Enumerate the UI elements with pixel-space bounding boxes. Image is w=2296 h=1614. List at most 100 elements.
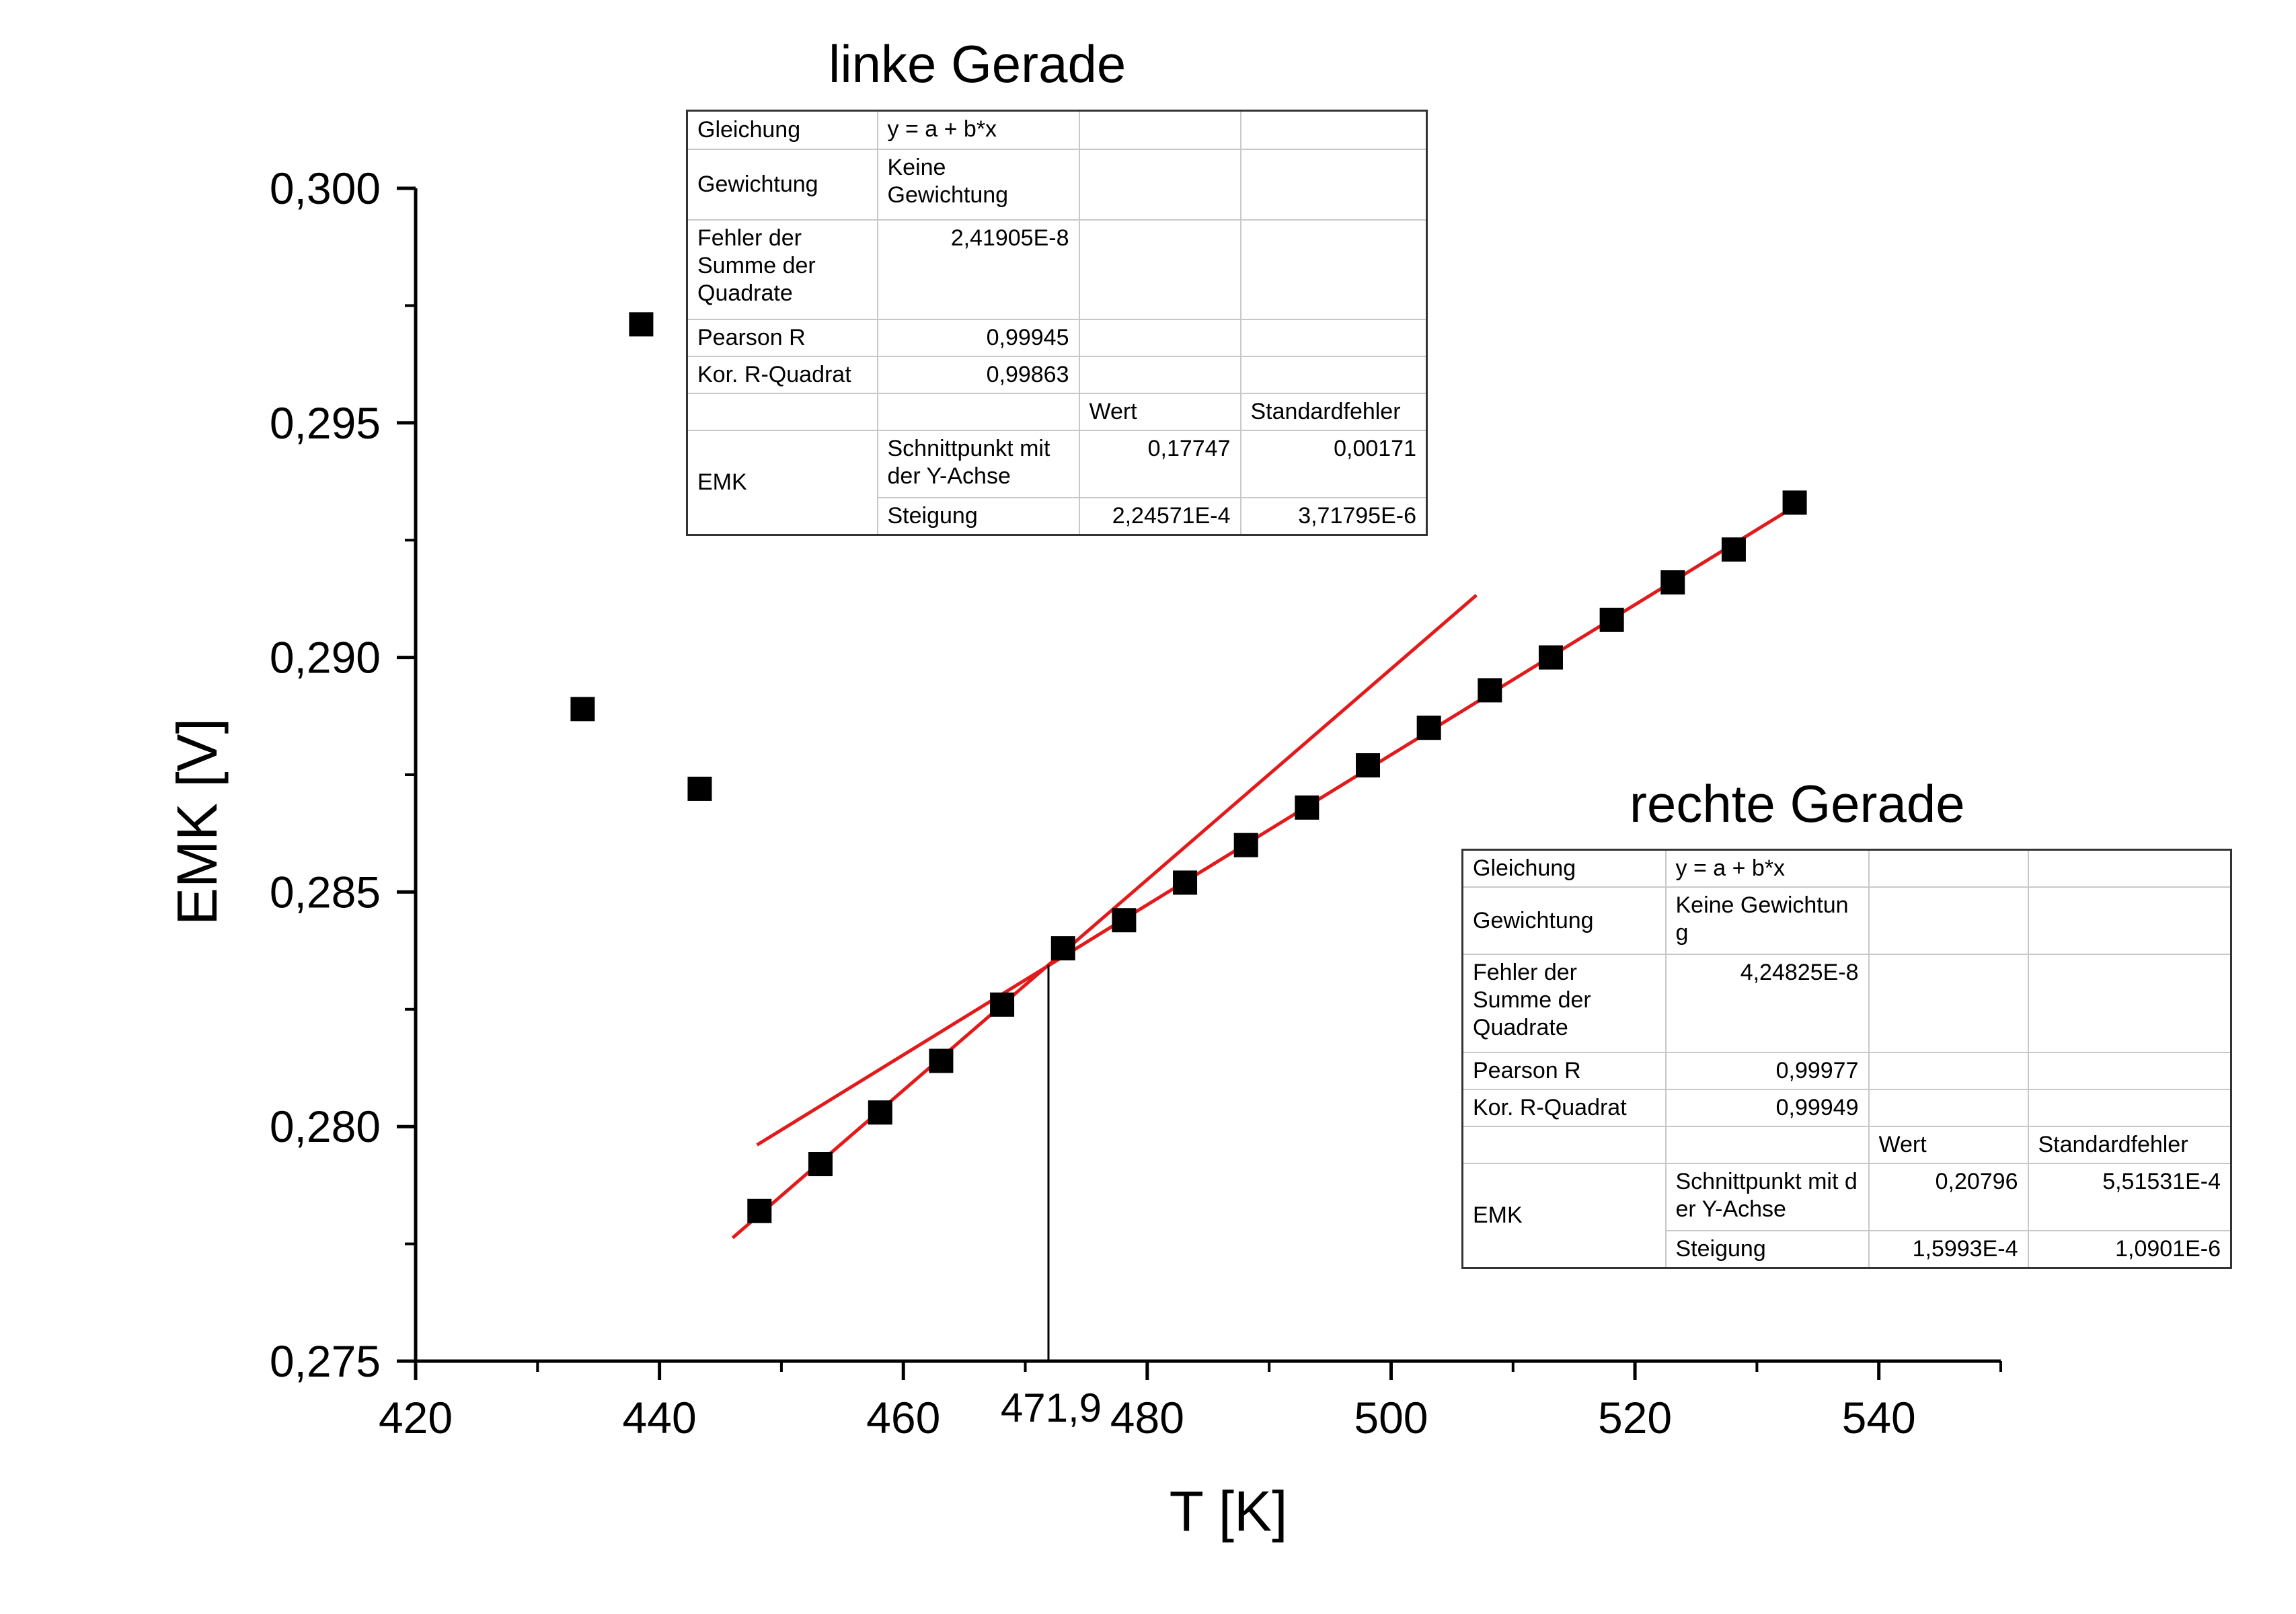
- cell: [1868, 1052, 2029, 1090]
- cell: Keine Gewichtun g: [1664, 886, 1870, 955]
- x-tick-label: 460: [866, 1393, 940, 1443]
- cell: 4,24825E-8: [1664, 954, 1870, 1053]
- cell: [2027, 886, 2232, 955]
- cell: [1868, 849, 2029, 888]
- row-label: Kor. R-Quadrat: [1461, 1089, 1667, 1127]
- cell: 0,20796: [1868, 1163, 2029, 1231]
- cell: 0,17747: [1078, 429, 1241, 498]
- cell: [1078, 355, 1241, 394]
- cell: 0,99949: [1664, 1089, 1870, 1127]
- cell: [2027, 849, 2232, 888]
- table-row: EMK Schnittpunkt mit d er Y-Achse 0,2079…: [1461, 1163, 2232, 1269]
- data-point: [868, 1100, 892, 1125]
- y-axis-title: EMK [V]: [165, 718, 229, 925]
- row-label: Gleichung: [1461, 849, 1667, 888]
- table-row: Kor. R-Quadrat 0,99863: [686, 355, 1428, 394]
- cell: 0,99977: [1664, 1052, 1870, 1090]
- table-row: Pearson R 0,99977: [1461, 1052, 2232, 1090]
- data-point: [747, 1198, 772, 1223]
- fit-line-left: [731, 594, 1478, 1239]
- table-row: Kor. R-Quadrat 0,99949: [1461, 1089, 2232, 1127]
- data-point: [1416, 716, 1441, 740]
- cell: [1868, 1089, 2029, 1127]
- left-fit-title: linke Gerade: [829, 34, 1126, 93]
- column-header: Wert: [1868, 1126, 2029, 1164]
- row-label: Schnittpunkt mit d er Y-Achse: [1664, 1163, 1870, 1231]
- group-label: EMK: [686, 429, 878, 535]
- left-fit-table: Gleichung y = a + b*x Gewichtung Keine G…: [686, 110, 1428, 536]
- row-label: Pearson R: [686, 318, 878, 357]
- y-tick-label: 0,295: [270, 398, 381, 448]
- right-fit-table: Gleichung y = a + b*x Gewichtung Keine G…: [1461, 849, 2232, 1269]
- table-row: Fehler der Summe der Quadrate 2,41905E-8: [686, 219, 1428, 320]
- cell: [1461, 1126, 1667, 1164]
- table-row: Steigung 2,24571E-4 3,71795E-6: [687, 496, 1428, 535]
- cell: 5,51531E-4: [2027, 1163, 2232, 1231]
- table-row: Gewichtung Keine Gewichtung: [686, 148, 1428, 221]
- data-point: [1295, 795, 1319, 820]
- cell: [1078, 110, 1241, 150]
- cell: 2,41905E-8: [876, 219, 1080, 320]
- data-point: [1782, 490, 1807, 515]
- table-row: Wert Standardfehler: [1461, 1126, 2232, 1164]
- data-point: [990, 992, 1015, 1017]
- y-tick-label: 0,280: [270, 1102, 381, 1151]
- cell: [1239, 318, 1428, 357]
- data-point: [687, 776, 712, 801]
- cell: [1239, 219, 1428, 320]
- data-points: [570, 312, 1807, 1223]
- cell: [1078, 148, 1241, 221]
- cell: [1868, 954, 2029, 1053]
- cell: [1078, 318, 1241, 357]
- intersection-label: 471,9: [1001, 1385, 1102, 1430]
- data-point: [1112, 908, 1137, 933]
- cell: [686, 392, 878, 431]
- column-header: Standardfehler: [2027, 1126, 2232, 1164]
- x-tick-label: 540: [1842, 1393, 1916, 1443]
- data-point: [808, 1152, 833, 1177]
- row-label: Kor. R-Quadrat: [686, 355, 878, 394]
- data-point: [629, 312, 654, 337]
- cell: [1239, 355, 1428, 394]
- row-label: Fehler der Summe der Quadrate: [1461, 954, 1667, 1053]
- table-row: Wert Standardfehler: [686, 392, 1428, 431]
- table-row: Pearson R 0,99945: [686, 318, 1428, 357]
- y-tick-label: 0,300: [270, 163, 381, 213]
- x-tick-label: 420: [379, 1393, 453, 1443]
- row-label: Fehler der Summe der Quadrate: [686, 219, 878, 320]
- cell: [1664, 1126, 1870, 1164]
- row-label: Steigung: [876, 496, 1080, 535]
- right-fit-title: rechte Gerade: [1630, 774, 1965, 833]
- cell: 1,0901E-6: [2027, 1230, 2232, 1269]
- row-label: Pearson R: [1461, 1052, 1667, 1090]
- y-tick-label: 0,275: [270, 1336, 381, 1386]
- x-tick-label: 480: [1110, 1393, 1184, 1443]
- data-point: [929, 1048, 954, 1073]
- cell: 0,99945: [876, 318, 1080, 357]
- table-row: EMK Schnittpunkt mit der Y-Achse 0,17747…: [686, 429, 1428, 535]
- data-point: [1173, 870, 1198, 895]
- cell: [1078, 219, 1241, 320]
- table-row: Gewichtung Keine Gewichtun g: [1461, 886, 2232, 955]
- y-tick-label: 0,290: [270, 633, 381, 683]
- table-row: Steigung 1,5993E-4 1,0901E-6: [1463, 1230, 2232, 1269]
- group-label: EMK: [1461, 1163, 1667, 1269]
- table-row: Fehler der Summe der Quadrate 4,24825E-8: [1461, 954, 2232, 1053]
- annotations: 471,9: [1001, 964, 1102, 1430]
- data-point: [1599, 607, 1624, 632]
- x-axis-title: T [K]: [1170, 1480, 1288, 1543]
- cell: [1239, 148, 1428, 221]
- data-point: [1538, 645, 1563, 670]
- data-point: [1721, 537, 1746, 562]
- x-tick-label: 520: [1598, 1393, 1672, 1443]
- column-header: Standardfehler: [1239, 392, 1428, 431]
- axes: 420 440 460 480 500 520 540 0,275 0,280 0,285 0,29…: [165, 163, 2002, 1543]
- data-point: [570, 697, 595, 722]
- row-label: Steigung: [1664, 1230, 1870, 1269]
- cell: Keine Gewichtung: [876, 148, 1080, 221]
- data-point: [1050, 936, 1075, 961]
- data-point: [1233, 833, 1258, 857]
- cell: 1,5993E-4: [1868, 1230, 2029, 1269]
- data-point: [1478, 678, 1502, 703]
